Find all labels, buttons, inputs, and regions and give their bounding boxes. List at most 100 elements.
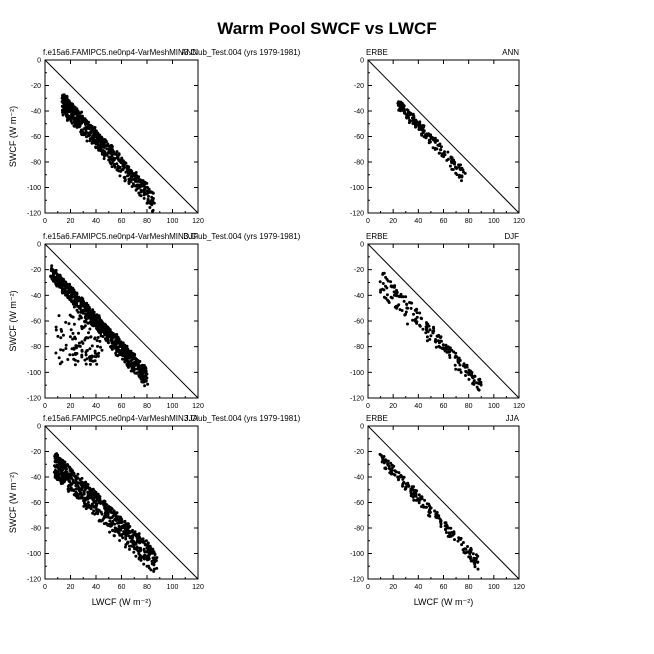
data-point bbox=[131, 351, 135, 355]
data-point bbox=[82, 490, 86, 493]
data-point bbox=[428, 328, 432, 332]
data-point bbox=[469, 559, 473, 563]
data-point bbox=[120, 156, 124, 160]
data-point bbox=[123, 176, 127, 179]
data-point bbox=[94, 146, 98, 150]
data-point bbox=[141, 375, 145, 378]
data-point bbox=[452, 160, 456, 164]
panel-obs-jja: ERBE JJA 0 20 40 60 80 100 120 0 -20 -40 -60 -80 -100 -… bbox=[350, 414, 525, 607]
x-tick-label: 60 bbox=[118, 584, 126, 591]
data-point bbox=[72, 113, 75, 117]
data-point bbox=[94, 355, 98, 359]
data-point bbox=[121, 357, 124, 361]
y-tick-label: 0 bbox=[37, 58, 41, 65]
y-tick-label: -20 bbox=[354, 449, 364, 456]
data-point bbox=[80, 110, 84, 114]
data-point bbox=[110, 165, 114, 169]
data-point bbox=[118, 533, 122, 537]
data-point bbox=[124, 528, 128, 532]
data-point bbox=[54, 455, 58, 459]
data-point bbox=[143, 370, 147, 374]
data-point bbox=[86, 307, 90, 311]
data-point bbox=[391, 285, 395, 289]
data-point bbox=[105, 333, 109, 337]
data-point bbox=[92, 141, 95, 145]
data-point bbox=[94, 490, 98, 494]
x-tick-label: 40 bbox=[92, 403, 100, 410]
data-point bbox=[461, 548, 465, 552]
data-point bbox=[445, 158, 449, 162]
data-point bbox=[50, 264, 54, 268]
data-point bbox=[93, 313, 97, 317]
data-point bbox=[53, 453, 57, 457]
y-tick-label: -100 bbox=[27, 551, 41, 558]
data-point bbox=[155, 566, 159, 570]
data-point bbox=[398, 475, 402, 479]
panel-obs-djf: ERBE DJF 0 20 40 60 80 100 120 0 -20 -40 -60 -80 -100 -… bbox=[350, 232, 525, 410]
data-point bbox=[469, 373, 473, 377]
data-point bbox=[77, 486, 81, 490]
panel-label-right: ANN bbox=[181, 48, 198, 57]
data-point bbox=[428, 514, 432, 518]
data-point bbox=[61, 460, 65, 464]
data-point bbox=[453, 538, 456, 542]
data-point bbox=[138, 371, 142, 375]
data-point bbox=[411, 118, 415, 122]
data-point bbox=[99, 345, 102, 349]
data-point bbox=[409, 306, 413, 310]
data-point bbox=[106, 513, 110, 517]
y-tick-label: 0 bbox=[360, 424, 364, 431]
data-point bbox=[117, 524, 121, 528]
data-point bbox=[137, 178, 141, 182]
data-point bbox=[78, 121, 81, 125]
data-point bbox=[134, 171, 138, 174]
data-point bbox=[74, 475, 78, 478]
panel-model-ann: f.e15a6.FAMIPC5.ne0np4-VarMeshMIN3.Club_… bbox=[8, 48, 301, 225]
data-point bbox=[428, 508, 432, 511]
data-point bbox=[69, 486, 73, 490]
data-point bbox=[84, 336, 88, 340]
data-point bbox=[82, 133, 86, 137]
data-point bbox=[134, 176, 138, 179]
y-tick-label: -20 bbox=[31, 83, 41, 90]
data-point bbox=[85, 139, 89, 143]
data-point bbox=[101, 335, 105, 338]
data-point bbox=[146, 542, 150, 546]
data-point bbox=[54, 351, 58, 355]
data-point bbox=[125, 363, 129, 367]
data-point bbox=[411, 318, 415, 322]
data-point bbox=[81, 297, 85, 301]
data-point bbox=[460, 179, 463, 183]
data-point bbox=[92, 509, 96, 513]
data-point bbox=[414, 498, 418, 502]
data-point bbox=[394, 294, 398, 298]
data-point bbox=[396, 304, 400, 308]
data-point bbox=[54, 325, 58, 329]
data-point bbox=[78, 490, 82, 494]
data-point bbox=[429, 334, 433, 338]
data-point bbox=[73, 363, 77, 367]
data-point bbox=[132, 539, 135, 543]
y-tick-label: -120 bbox=[27, 396, 41, 403]
data-point bbox=[142, 379, 146, 383]
data-point bbox=[397, 471, 401, 475]
data-point bbox=[118, 539, 122, 542]
data-point bbox=[428, 510, 432, 514]
panel-label-right: JJA bbox=[185, 414, 199, 423]
data-point bbox=[90, 319, 94, 323]
y-tick-label: -120 bbox=[27, 577, 41, 584]
data-point bbox=[130, 173, 134, 177]
data-point bbox=[62, 96, 66, 100]
data-point bbox=[92, 322, 96, 326]
data-point bbox=[94, 505, 98, 509]
data-point bbox=[446, 350, 450, 354]
data-point bbox=[398, 308, 402, 312]
data-point bbox=[65, 475, 69, 479]
data-point bbox=[134, 179, 138, 183]
y-tick-label: -80 bbox=[31, 160, 41, 167]
data-point bbox=[419, 497, 423, 501]
data-point bbox=[127, 534, 131, 538]
data-point bbox=[137, 374, 141, 378]
data-point bbox=[78, 492, 82, 496]
data-point bbox=[142, 366, 145, 370]
